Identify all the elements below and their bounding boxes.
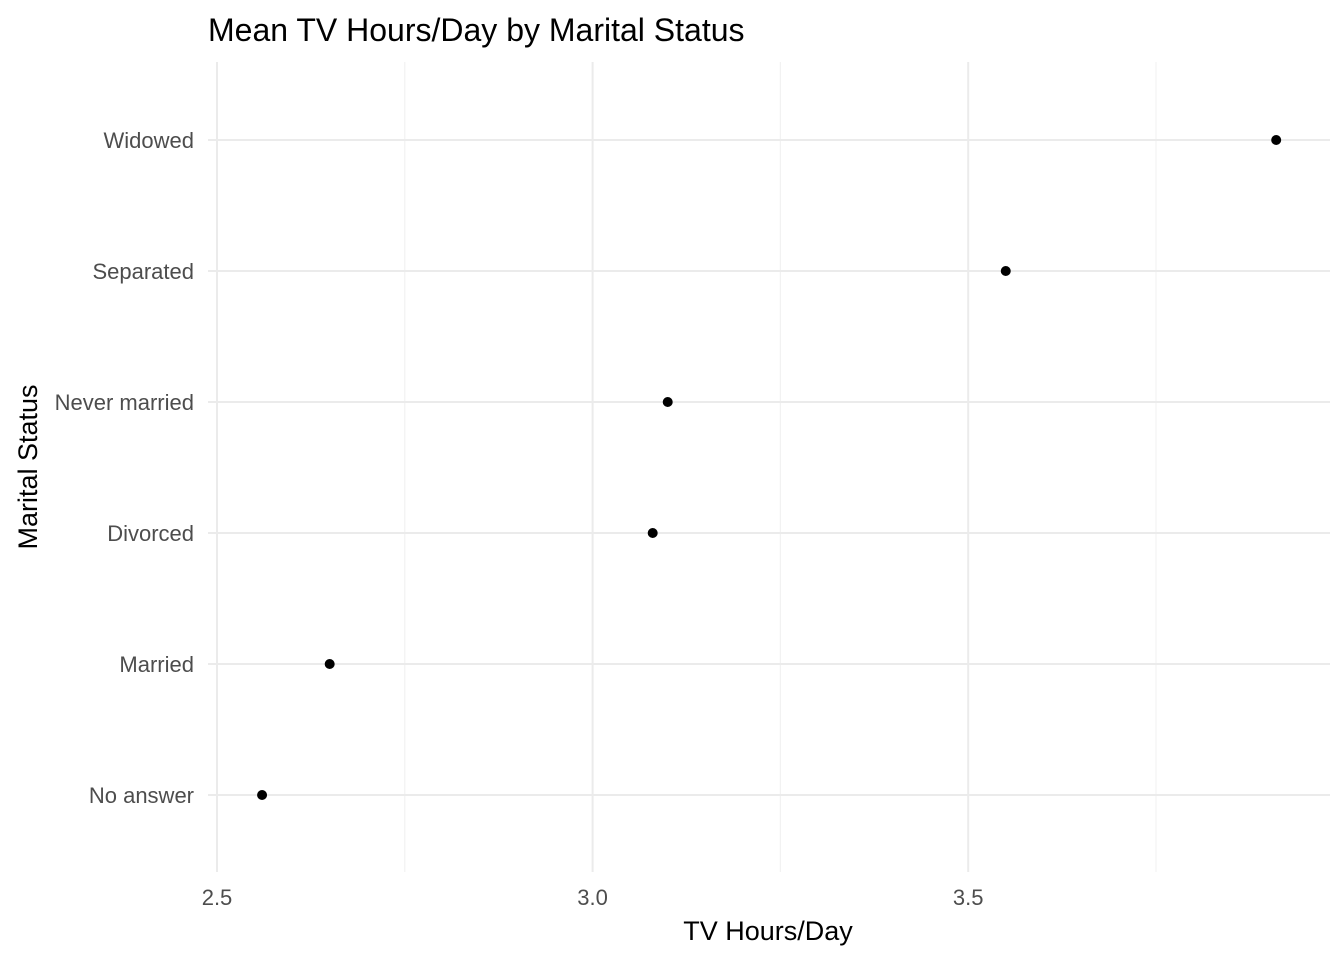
y-tick-label: Married bbox=[119, 652, 194, 677]
data-point bbox=[1000, 266, 1011, 276]
data-point bbox=[1271, 135, 1282, 145]
data-point bbox=[662, 397, 673, 407]
x-tick-label: 3.5 bbox=[953, 885, 984, 910]
y-axis-title: Marital Status bbox=[13, 384, 43, 549]
y-tick-label: Divorced bbox=[107, 521, 194, 546]
x-axis-title: TV Hours/Day bbox=[683, 916, 853, 946]
data-points bbox=[257, 135, 1282, 800]
data-point bbox=[324, 659, 335, 669]
y-tick-label: Never married bbox=[55, 390, 194, 415]
x-axis-tick-labels: 2.5 3.0 3.5 bbox=[202, 885, 984, 910]
y-tick-label: No answer bbox=[89, 783, 194, 808]
data-point bbox=[257, 790, 268, 800]
data-point bbox=[647, 528, 658, 538]
y-axis-tick-labels: No answer Married Divorced Never married Sep… bbox=[55, 128, 194, 808]
y-tick-label: Separated bbox=[92, 259, 194, 284]
x-tick-label: 3.0 bbox=[577, 885, 608, 910]
grid bbox=[208, 62, 1330, 872]
y-tick-label: Widowed bbox=[104, 128, 194, 153]
chart-title: Mean TV Hours/Day by Marital Status bbox=[208, 12, 745, 48]
x-tick-label: 2.5 bbox=[202, 885, 233, 910]
